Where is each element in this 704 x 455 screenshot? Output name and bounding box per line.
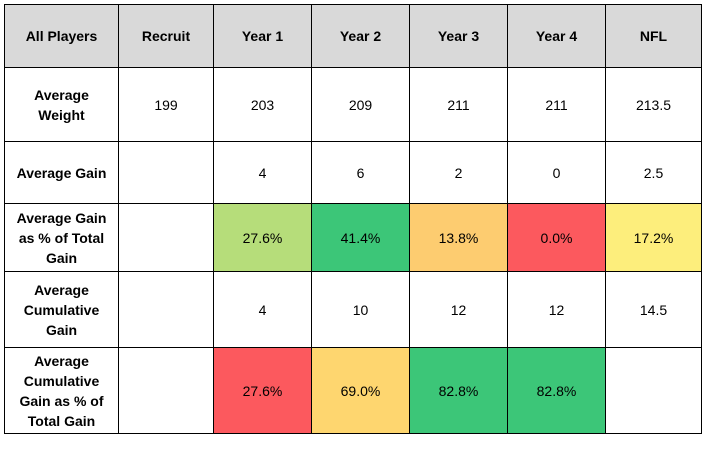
row-label: Average Cumulative Gain bbox=[4, 271, 119, 348]
table-cell: 69.0% bbox=[311, 347, 410, 434]
table-cell bbox=[118, 347, 214, 434]
table-cell: 4 bbox=[213, 271, 312, 348]
table-cell: 41.4% bbox=[311, 203, 410, 272]
table-cell: 199 bbox=[118, 67, 214, 142]
table-row: Average Cumulative Gain as % of Total Ga… bbox=[4, 347, 702, 434]
table-row: Average Gain 4 6 2 0 2.5 bbox=[4, 141, 702, 204]
table-row: Average Weight 199 203 209 211 211 213.5 bbox=[4, 67, 702, 142]
table-cell: 27.6% bbox=[213, 203, 312, 272]
table-cell: 213.5 bbox=[605, 67, 702, 142]
table-cell: 82.8% bbox=[507, 347, 606, 434]
table-cell bbox=[605, 347, 702, 434]
table-cell: 209 bbox=[311, 67, 410, 142]
table-cell: 82.8% bbox=[409, 347, 508, 434]
table-cell: 203 bbox=[213, 67, 312, 142]
table-cell: 17.2% bbox=[605, 203, 702, 272]
row-label: Average Weight bbox=[4, 67, 119, 142]
row-label: Average Cumulative Gain as % of Total Ga… bbox=[4, 347, 119, 434]
header-recruit: Recruit bbox=[118, 4, 214, 68]
table-cell: 12 bbox=[409, 271, 508, 348]
table-cell: 14.5 bbox=[605, 271, 702, 348]
header-all-players: All Players bbox=[4, 4, 119, 68]
header-year-3: Year 3 bbox=[409, 4, 508, 68]
table-cell: 0 bbox=[507, 141, 606, 204]
table-cell: 6 bbox=[311, 141, 410, 204]
table-cell bbox=[118, 203, 214, 272]
table-cell: 10 bbox=[311, 271, 410, 348]
table-cell: 4 bbox=[213, 141, 312, 204]
row-label: Average Gain bbox=[4, 141, 119, 204]
header-row: All Players Recruit Year 1 Year 2 Year 3… bbox=[4, 4, 702, 68]
table-cell: 211 bbox=[409, 67, 508, 142]
table-cell bbox=[118, 141, 214, 204]
table-cell: 0.0% bbox=[507, 203, 606, 272]
table-cell bbox=[118, 271, 214, 348]
table-row: Average Gain as % of Total Gain 27.6% 41… bbox=[4, 203, 702, 272]
header-year-2: Year 2 bbox=[311, 4, 410, 68]
header-year-1: Year 1 bbox=[213, 4, 312, 68]
table-cell: 13.8% bbox=[409, 203, 508, 272]
table-cell: 2.5 bbox=[605, 141, 702, 204]
table-cell: 2 bbox=[409, 141, 508, 204]
table-cell: 27.6% bbox=[213, 347, 312, 434]
table-row: Average Cumulative Gain 4 10 12 12 14.5 bbox=[4, 271, 702, 348]
row-label: Average Gain as % of Total Gain bbox=[4, 203, 119, 272]
table-cell: 211 bbox=[507, 67, 606, 142]
stats-table: All Players Recruit Year 1 Year 2 Year 3… bbox=[4, 4, 702, 434]
header-nfl: NFL bbox=[605, 4, 702, 68]
table-cell: 12 bbox=[507, 271, 606, 348]
header-year-4: Year 4 bbox=[507, 4, 606, 68]
